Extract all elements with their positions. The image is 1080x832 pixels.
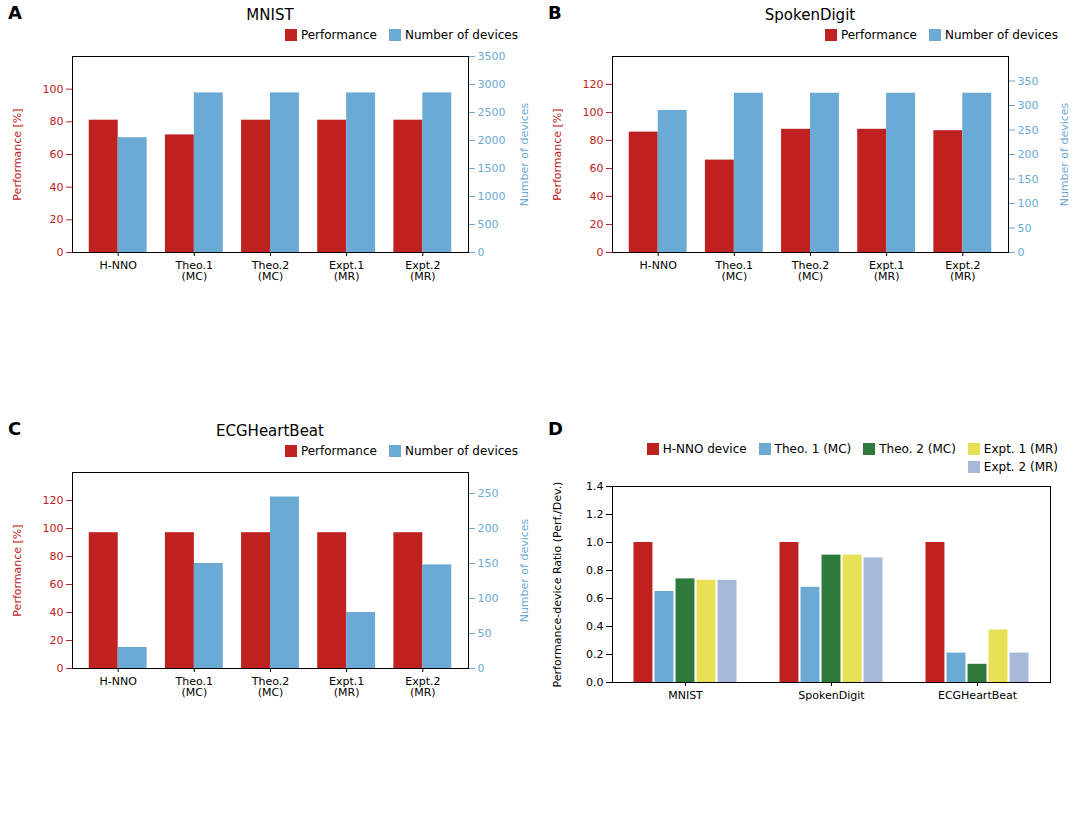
svg-text:Theo.1(MC): Theo.1(MC) [715, 259, 754, 283]
svg-text:0: 0 [57, 246, 64, 259]
svg-text:80: 80 [50, 550, 64, 563]
svg-text:60: 60 [50, 148, 64, 161]
svg-text:500: 500 [478, 218, 499, 231]
svg-text:20: 20 [50, 634, 64, 647]
svg-text:3500: 3500 [478, 50, 506, 63]
svg-text:Number of devices: Number of devices [1058, 102, 1071, 206]
svg-text:200: 200 [1018, 148, 1039, 161]
svg-text:H-NNO: H-NNO [100, 259, 138, 272]
svg-text:150: 150 [1018, 173, 1039, 186]
svg-text:200: 200 [478, 522, 499, 535]
html-text:MNIST: MNIST [246, 6, 294, 24]
svg-text:0.6: 0.6 [586, 592, 604, 605]
svg-text:0.2: 0.2 [586, 648, 604, 661]
html-text:Theo. 2 (MC): Theo. 2 (MC) [879, 442, 956, 456]
svg-text:0: 0 [478, 662, 485, 675]
svg-text:100: 100 [583, 106, 604, 119]
svg-text:Expt.1(MR): Expt.1(MR) [869, 259, 904, 283]
svg-text:0.4: 0.4 [586, 620, 604, 633]
html-text:Expt. 1 (MR): Expt. 1 (MR) [983, 442, 1058, 456]
html-text:H-NNO device: H-NNO device [662, 442, 747, 456]
svg-text:H-NNO: H-NNO [100, 675, 138, 688]
svg-text:1000: 1000 [478, 190, 506, 203]
html-text:D: D [548, 418, 563, 439]
svg-text:Expt.1(MR): Expt.1(MR) [329, 259, 364, 283]
svg-text:40: 40 [50, 606, 64, 619]
svg-text:ECGHeartBeat: ECGHeartBeat [938, 689, 1018, 702]
svg-text:Theo.2(MC): Theo.2(MC) [791, 259, 830, 283]
svg-text:50: 50 [1018, 222, 1032, 235]
svg-text:Theo.1(MC): Theo.1(MC) [175, 259, 214, 283]
svg-text:Expt.2(MR): Expt.2(MR) [405, 259, 440, 283]
svg-text:50: 50 [478, 627, 492, 640]
svg-text:0: 0 [478, 246, 485, 259]
svg-text:80: 80 [50, 115, 64, 128]
svg-text:350: 350 [1018, 75, 1039, 88]
html-text:Performance: Performance [300, 28, 377, 42]
svg-text:150: 150 [478, 557, 499, 570]
svg-text:Expt.2(MR): Expt.2(MR) [945, 259, 980, 283]
svg-text:40: 40 [50, 181, 64, 194]
svg-text:Theo.2(MC): Theo.2(MC) [251, 675, 290, 699]
svg-text:SpokenDigit: SpokenDigit [798, 689, 865, 702]
html-text:ECGHeartBeat: ECGHeartBeat [216, 422, 324, 440]
svg-text:1500: 1500 [478, 162, 506, 175]
svg-text:Performance [%]: Performance [%] [551, 108, 564, 200]
svg-text:2000: 2000 [478, 134, 506, 147]
svg-text:100: 100 [478, 592, 499, 605]
svg-text:MNIST: MNIST [668, 689, 703, 702]
svg-text:100: 100 [43, 522, 64, 535]
html-text:SpokenDigit: SpokenDigit [764, 6, 856, 24]
html-text:Number of devices: Number of devices [404, 444, 518, 458]
svg-text:0.8: 0.8 [586, 564, 604, 577]
svg-text:20: 20 [50, 213, 64, 226]
html-text:Number of devices: Number of devices [404, 28, 518, 42]
svg-text:100: 100 [1018, 197, 1039, 210]
svg-text:60: 60 [50, 578, 64, 591]
svg-text:0: 0 [57, 662, 64, 675]
svg-text:100: 100 [43, 83, 64, 96]
svg-text:80: 80 [590, 134, 604, 147]
html-text:A: A [8, 2, 22, 23]
html-text:Performance: Performance [840, 28, 917, 42]
svg-text:60: 60 [590, 162, 604, 175]
html-text:Theo. 1 (MC): Theo. 1 (MC) [774, 442, 852, 456]
svg-text:H-NNO: H-NNO [640, 259, 678, 272]
html-text:B: B [548, 2, 562, 23]
svg-text:Number of devices: Number of devices [518, 518, 531, 622]
svg-text:120: 120 [43, 494, 64, 507]
html-text:Expt. 2 (MR): Expt. 2 (MR) [983, 460, 1058, 474]
svg-text:1.2: 1.2 [586, 508, 604, 521]
svg-text:0: 0 [597, 246, 604, 259]
svg-text:Performance [%]: Performance [%] [11, 108, 24, 200]
svg-text:Expt.2(MR): Expt.2(MR) [405, 675, 440, 699]
svg-text:Theo.1(MC): Theo.1(MC) [175, 675, 214, 699]
svg-text:250: 250 [1018, 124, 1039, 137]
svg-text:250: 250 [478, 487, 499, 500]
html-text:C: C [8, 418, 22, 439]
svg-text:1.0: 1.0 [586, 536, 604, 549]
svg-text:0.0: 0.0 [586, 676, 604, 689]
svg-text:300: 300 [1018, 99, 1039, 112]
svg-text:120: 120 [583, 78, 604, 91]
svg-text:20: 20 [590, 218, 604, 231]
svg-text:Theo.2(MC): Theo.2(MC) [251, 259, 290, 283]
svg-text:Performance [%]: Performance [%] [11, 524, 24, 616]
svg-text:Expt.1(MR): Expt.1(MR) [329, 675, 364, 699]
html-text:Number of devices: Number of devices [944, 28, 1058, 42]
svg-text:1.4: 1.4 [586, 480, 604, 493]
html-text:Performance: Performance [300, 444, 377, 458]
svg-text:0: 0 [1018, 246, 1025, 259]
svg-text:3000: 3000 [478, 78, 506, 91]
svg-text:2500: 2500 [478, 106, 506, 119]
svg-text:Number of devices: Number of devices [518, 102, 531, 206]
svg-text:40: 40 [590, 190, 604, 203]
svg-text:Performance-device Ratio (Perf: Performance-device Ratio (Perf./Dev.) [551, 482, 564, 688]
